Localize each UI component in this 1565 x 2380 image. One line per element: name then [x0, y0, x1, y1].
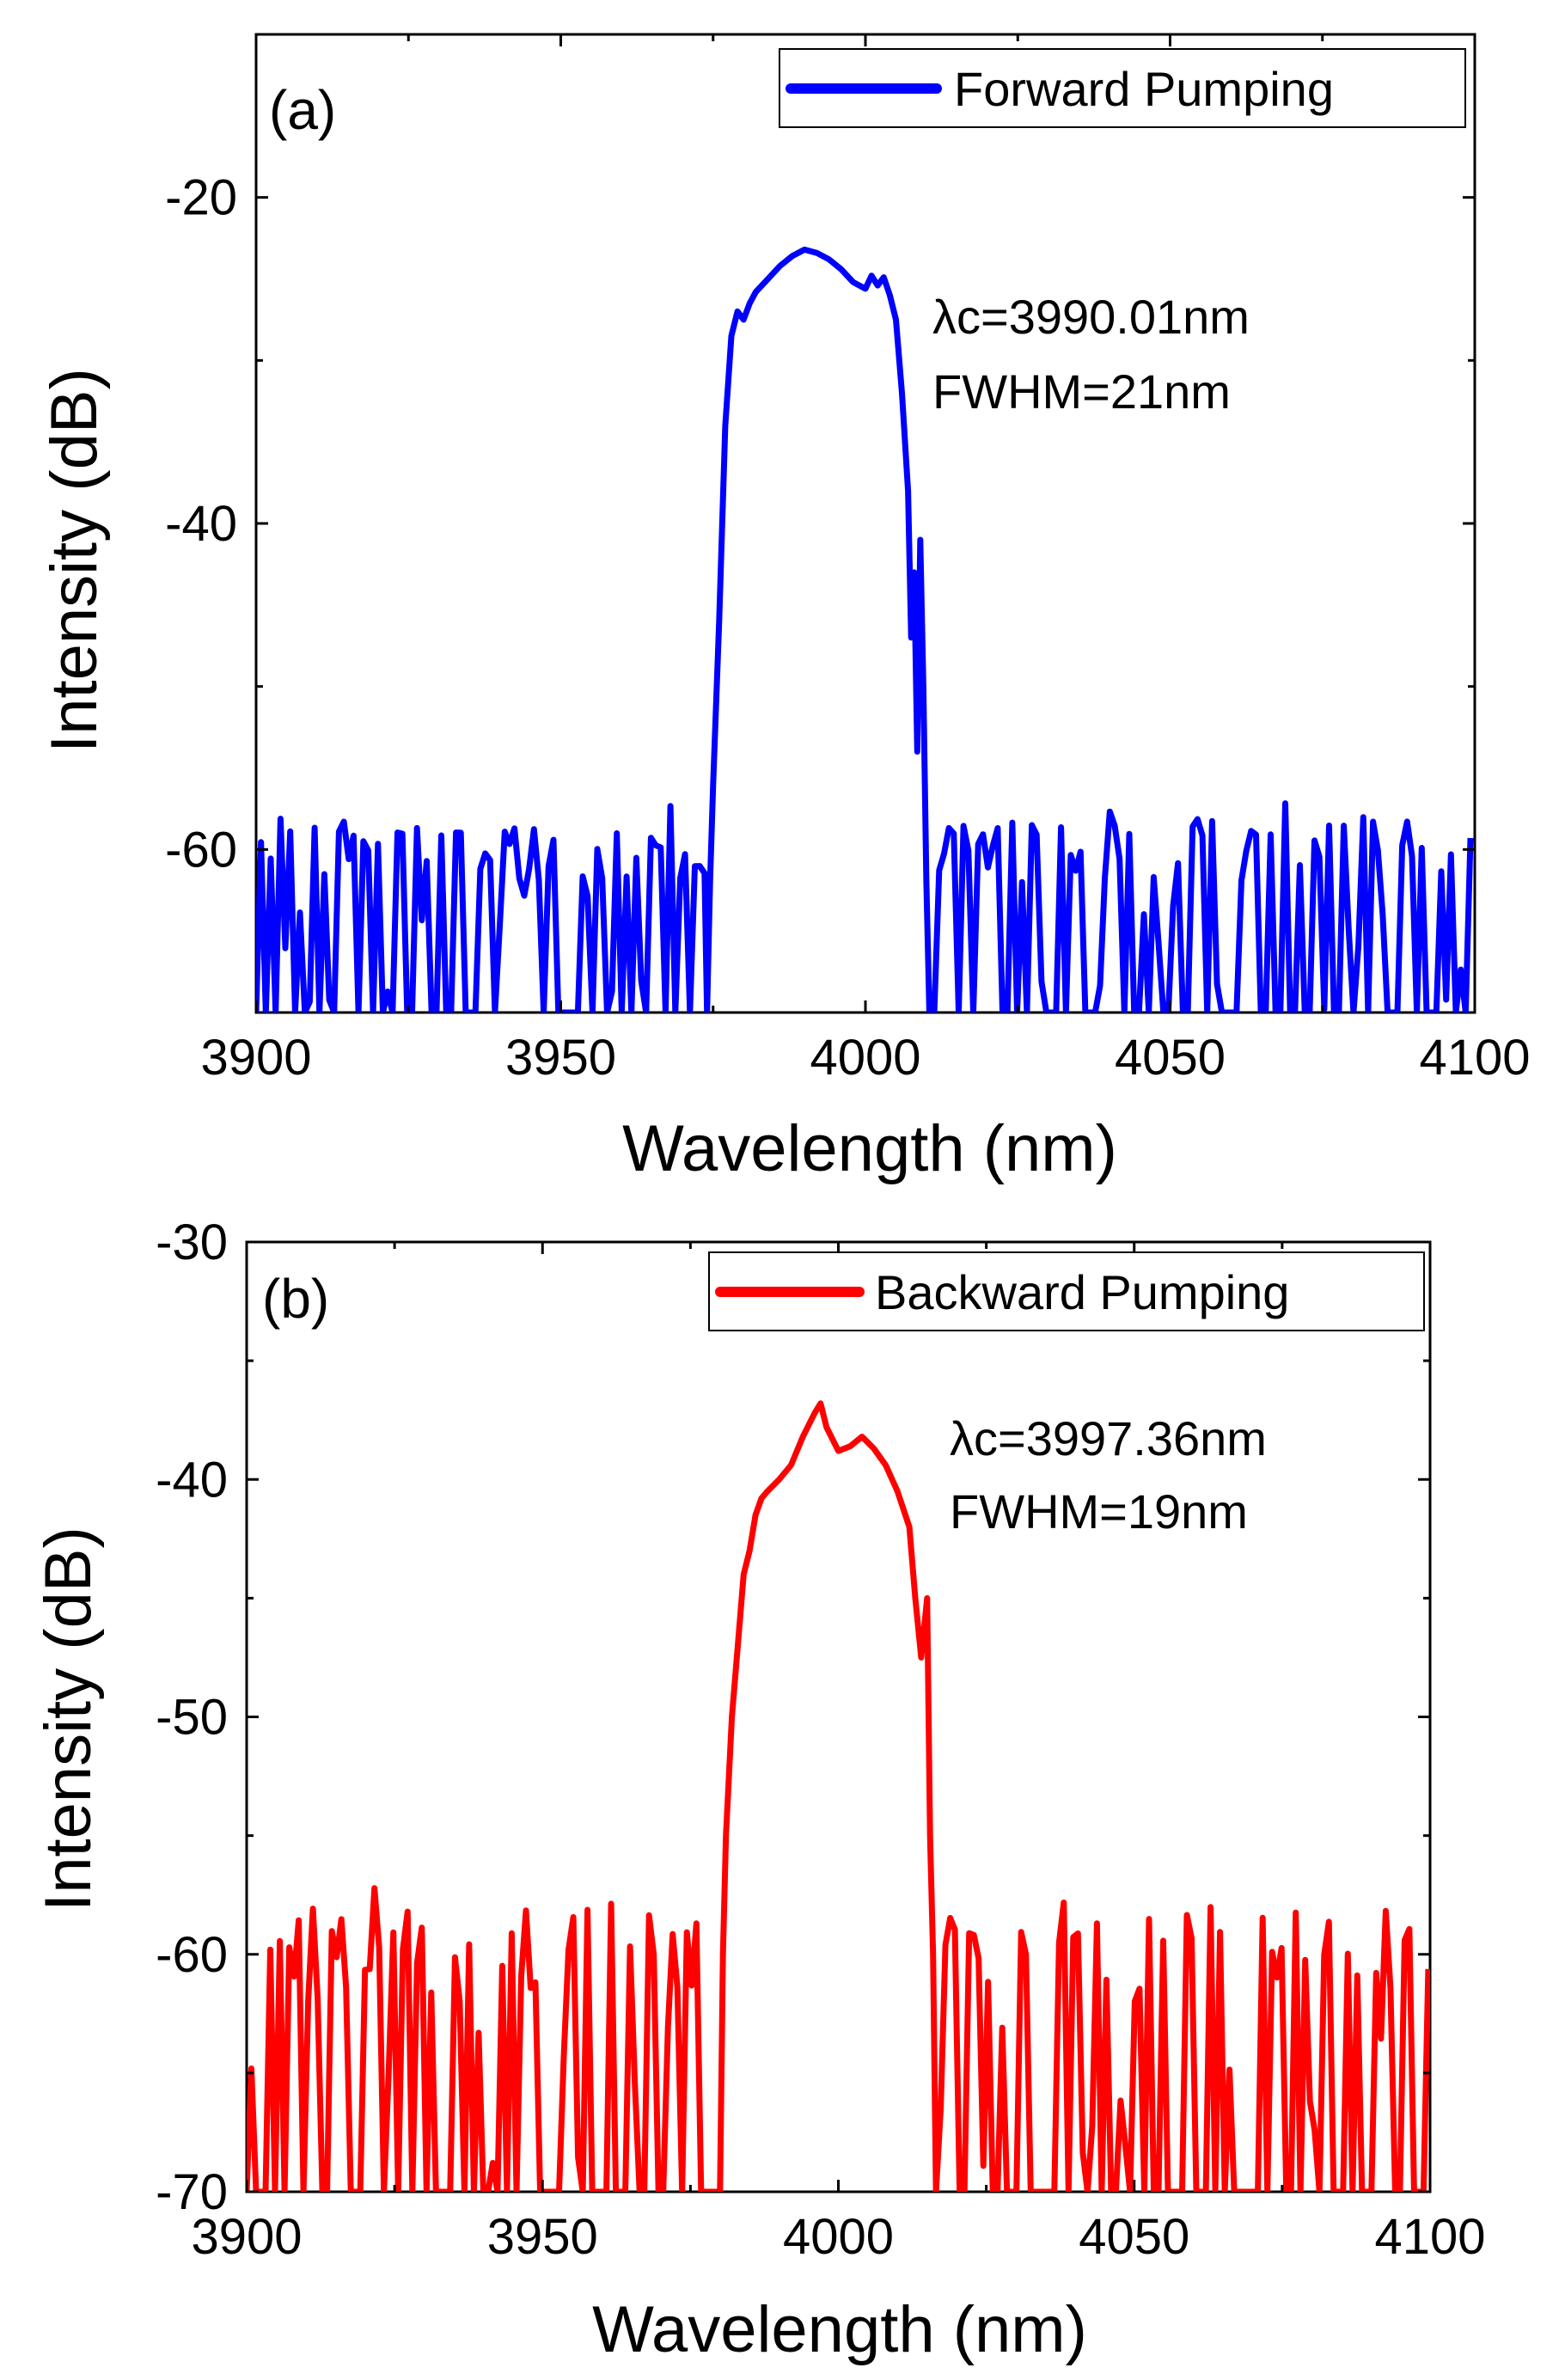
y-tick-label-a: -20 — [165, 170, 237, 226]
panel-a: 3900 3950 4000 4050 4100 -20 -40 -60 (a) Forwar… — [38, 33, 1531, 1185]
panel-label-a: (a) — [269, 79, 336, 141]
xlabel-b: Wavelength (nm) — [592, 2293, 1087, 2366]
x-tick-label-a: 4050 — [1115, 1030, 1226, 1086]
x-tick-label-b: 4100 — [1374, 2209, 1485, 2265]
ticks-a: 3900 3950 4000 4050 4100 -20 -40 -60 — [165, 34, 1531, 1086]
x-tick-label-a: 4000 — [810, 1030, 920, 1086]
x-tick-label-b: 3950 — [487, 2209, 598, 2265]
annotation-center-wavelength-b: λc=3997.36nm — [950, 1411, 1267, 1465]
x-tick-label-b: 4050 — [1079, 2209, 1189, 2265]
x-tick-label-a: 4100 — [1419, 1030, 1530, 1086]
y-tick-label-b: -60 — [156, 1927, 228, 1983]
spectrum-line-b — [247, 1400, 1430, 2192]
legend-text-b: Backward Pumping — [875, 1265, 1289, 1319]
y-tick-label-b: -40 — [156, 1452, 228, 1508]
trace-a — [256, 246, 1474, 1013]
y-tick-label-b: -70 — [156, 2164, 228, 2220]
ylabel-a: Intensity (dB) — [38, 368, 111, 753]
legend-text-a: Forward Pumping — [954, 62, 1334, 116]
legend-a: Forward Pumping — [779, 48, 1466, 128]
y-tick-label-b: -30 — [156, 1214, 228, 1270]
x-tick-label-b: 4000 — [783, 2209, 894, 2265]
annotation-fwhm-a: FWHM=21nm — [932, 364, 1231, 419]
panel-b: 3900 3950 4000 4050 4100-30-40-50-60-70 (b) … — [32, 1214, 1486, 2366]
y-tick-label-a: -60 — [165, 822, 237, 878]
annotation-fwhm-b: FWHM=19nm — [950, 1484, 1248, 1539]
x-tick-label-a: 3900 — [200, 1030, 311, 1086]
y-tick-label-b: -50 — [156, 1690, 228, 1746]
ylabel-b: Intensity (dB) — [32, 1527, 105, 1912]
legend-b: Backward Pumping — [708, 1251, 1425, 1331]
spectrum-line-a — [256, 246, 1474, 1013]
trace-b — [247, 1400, 1430, 2192]
ticks-b: 3900 3950 4000 4050 4100 -30 -40 -50 -60 -70 — [156, 1214, 1485, 2265]
xlabel-a: Wavelength (nm) — [622, 1112, 1117, 1185]
x-tick-label-a: 3950 — [505, 1030, 616, 1086]
annotation-center-wavelength-a: λc=3990.01nm — [932, 290, 1250, 344]
panel-label-b: (b) — [262, 1268, 329, 1330]
x-tick-label-b: 3900 — [191, 2209, 302, 2265]
y-tick-label-a: -40 — [165, 496, 237, 552]
